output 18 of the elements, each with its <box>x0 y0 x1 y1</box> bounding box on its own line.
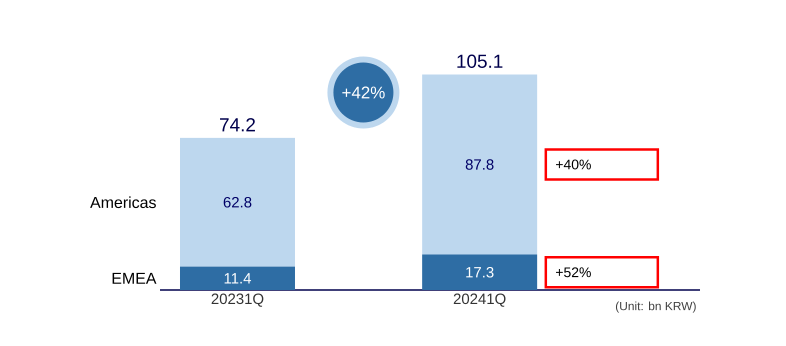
data-label: 62.8 <box>224 196 252 208</box>
annotation: +42% <box>342 86 385 98</box>
series-label: Americas <box>90 196 156 208</box>
data-label: 87.8 <box>466 159 494 170</box>
bar <box>180 138 295 267</box>
x-tick-label: 20231Q <box>212 294 264 307</box>
total-label: 74.2 <box>220 118 255 132</box>
annotation: +40% <box>556 160 591 170</box>
annotation: +52% <box>556 267 591 278</box>
total-label: 105.1 <box>457 54 502 68</box>
bar <box>422 254 538 290</box>
text: (Unit: bn KRW) <box>616 302 696 313</box>
series-label: EMEA <box>112 272 156 284</box>
x-tick-label: 20241Q <box>454 294 506 307</box>
bar <box>180 266 295 290</box>
bar <box>422 74 538 255</box>
data-label: 11.4 <box>224 273 252 284</box>
data-label: 17.3 <box>466 266 494 278</box>
